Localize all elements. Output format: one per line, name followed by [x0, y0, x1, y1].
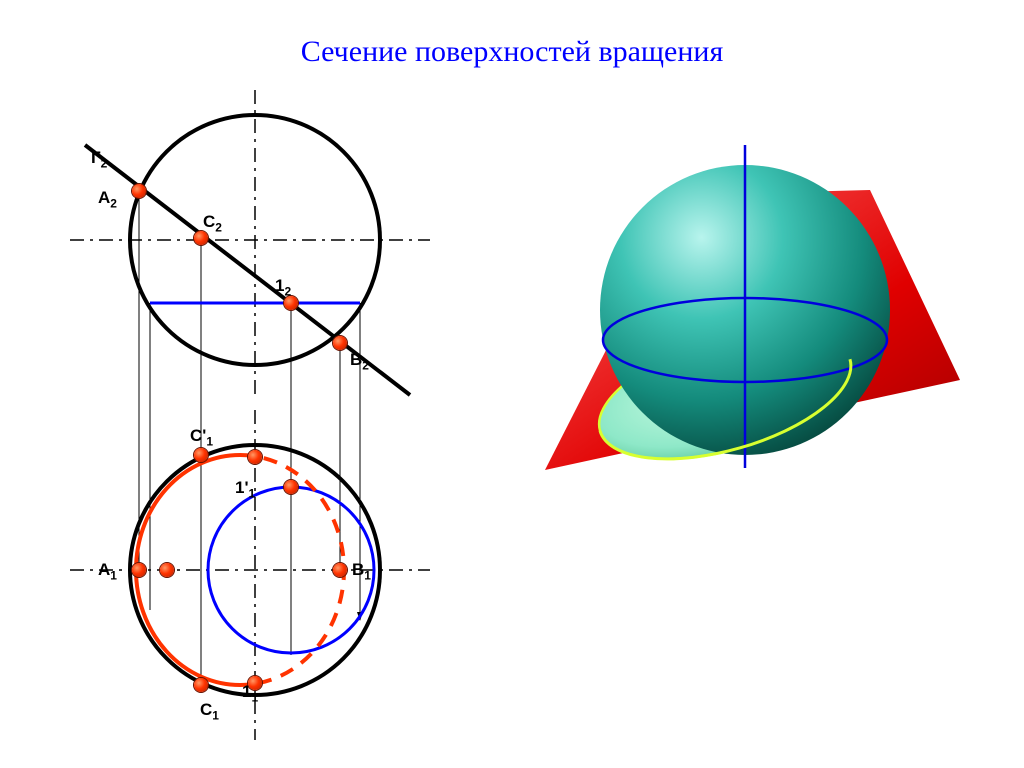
- label-gamma2: Г2: [91, 148, 107, 170]
- label-a1: A1: [98, 560, 117, 582]
- label-c1: C1: [200, 700, 219, 722]
- point-a1b: [160, 563, 174, 577]
- projection-lines: [139, 191, 360, 685]
- point-cp1: [194, 448, 208, 462]
- point-a1: [132, 563, 146, 577]
- top-view: [70, 90, 430, 395]
- label-b1: B1: [352, 560, 371, 582]
- label-1p1: 1'1: [235, 478, 255, 500]
- point-b2: [333, 336, 347, 350]
- render-3d: [545, 145, 960, 484]
- point-c1: [194, 678, 208, 692]
- label-c2: C2: [203, 212, 222, 234]
- point-b1: [333, 563, 347, 577]
- label-cp1: C'1: [190, 426, 213, 448]
- label-11: 11: [242, 682, 258, 704]
- label-12: 12: [275, 276, 291, 298]
- point-1p1-top: [248, 450, 262, 464]
- point-1p1: [284, 480, 298, 494]
- label-a2: A2: [98, 188, 117, 210]
- point-a2: [132, 184, 146, 198]
- label-b2: B2: [350, 350, 369, 372]
- diagram-canvas: [0, 0, 1024, 768]
